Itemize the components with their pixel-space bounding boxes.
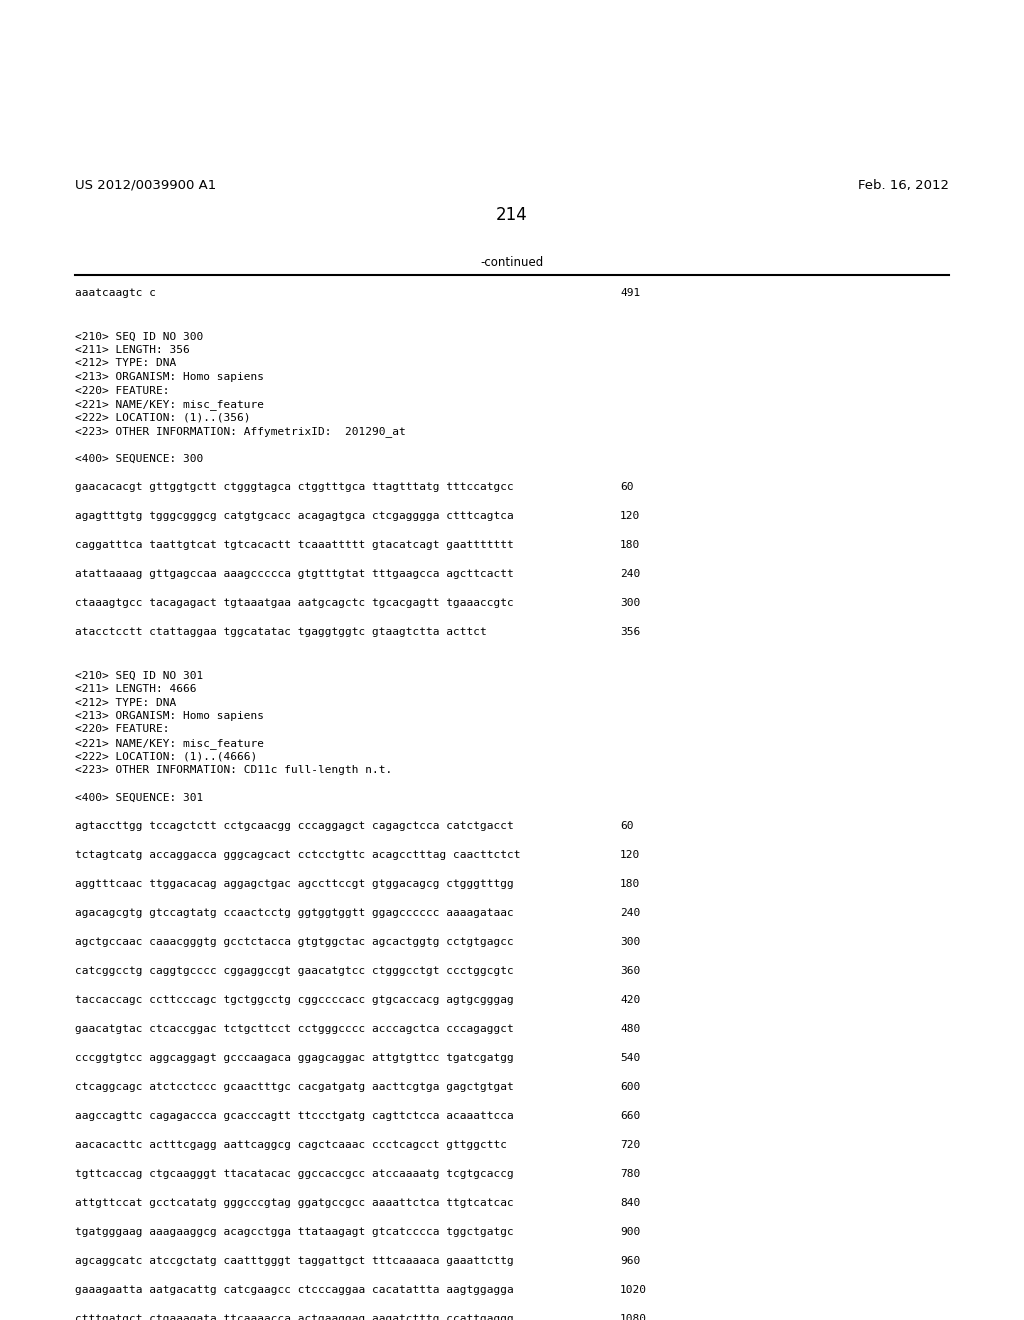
Text: 120: 120 <box>620 850 640 861</box>
Text: 180: 180 <box>620 540 640 550</box>
Text: 300: 300 <box>620 937 640 946</box>
Text: <210> SEQ ID NO 301: <210> SEQ ID NO 301 <box>75 671 203 681</box>
Text: 660: 660 <box>620 1111 640 1121</box>
Text: ctaaagtgcc tacagagact tgtaaatgaa aatgcagctc tgcacgagtt tgaaaccgtc: ctaaagtgcc tacagagact tgtaaatgaa aatgcag… <box>75 598 514 609</box>
Text: 900: 900 <box>620 1228 640 1237</box>
Text: catcggcctg caggtgcccc cggaggccgt gaacatgtcc ctgggcctgt ccctggcgtc: catcggcctg caggtgcccc cggaggccgt gaacatg… <box>75 966 514 975</box>
Text: <400> SEQUENCE: 300: <400> SEQUENCE: 300 <box>75 454 203 465</box>
Text: <212> TYPE: DNA: <212> TYPE: DNA <box>75 697 176 708</box>
Text: -continued: -continued <box>480 256 544 269</box>
Text: <222> LOCATION: (1)..(356): <222> LOCATION: (1)..(356) <box>75 412 251 422</box>
Text: 420: 420 <box>620 995 640 1005</box>
Text: aggtttcaac ttggacacag aggagctgac agccttccgt gtggacagcg ctgggtttgg: aggtttcaac ttggacacag aggagctgac agccttc… <box>75 879 514 888</box>
Text: agtaccttgg tccagctctt cctgcaacgg cccaggagct cagagctcca catctgacct: agtaccttgg tccagctctt cctgcaacgg cccagga… <box>75 821 514 832</box>
Text: 240: 240 <box>620 908 640 917</box>
Text: 300: 300 <box>620 598 640 609</box>
Text: <223> OTHER INFORMATION: CD11c full-length n.t.: <223> OTHER INFORMATION: CD11c full-leng… <box>75 766 392 775</box>
Text: caggatttca taattgtcat tgtcacactt tcaaattttt gtacatcagt gaattttttt: caggatttca taattgtcat tgtcacactt tcaaatt… <box>75 540 514 550</box>
Text: 360: 360 <box>620 966 640 975</box>
Text: 491: 491 <box>620 288 640 298</box>
Text: 720: 720 <box>620 1140 640 1150</box>
Text: 1020: 1020 <box>620 1284 647 1295</box>
Text: tgttcaccag ctgcaagggt ttacatacac ggccaccgcc atccaaaatg tcgtgcaccg: tgttcaccag ctgcaagggt ttacatacac ggccacc… <box>75 1170 514 1179</box>
Text: gaaagaatta aatgacattg catcgaagcc ctcccaggaa cacatattta aagtggagga: gaaagaatta aatgacattg catcgaagcc ctcccag… <box>75 1284 514 1295</box>
Text: <213> ORGANISM: Homo sapiens: <213> ORGANISM: Homo sapiens <box>75 711 264 721</box>
Text: tgatgggaag aaagaaggcg acagcctgga ttataagagt gtcatcccca tggctgatgc: tgatgggaag aaagaaggcg acagcctgga ttataag… <box>75 1228 514 1237</box>
Text: 180: 180 <box>620 879 640 888</box>
Text: 960: 960 <box>620 1257 640 1266</box>
Text: US 2012/0039900 A1: US 2012/0039900 A1 <box>75 178 216 191</box>
Text: 60: 60 <box>620 821 634 832</box>
Text: <220> FEATURE:: <220> FEATURE: <box>75 385 170 396</box>
Text: 240: 240 <box>620 569 640 579</box>
Text: <223> OTHER INFORMATION: AffymetrixID:  201290_at: <223> OTHER INFORMATION: AffymetrixID: 2… <box>75 426 406 437</box>
Text: 60: 60 <box>620 482 634 492</box>
Text: aaatcaagtc c: aaatcaagtc c <box>75 288 156 298</box>
Text: ctcaggcagc atctcctccc gcaactttgc cacgatgatg aacttcgtga gagctgtgat: ctcaggcagc atctcctccc gcaactttgc cacgatg… <box>75 1082 514 1092</box>
Text: 356: 356 <box>620 627 640 638</box>
Text: taccaccagc ccttcccagc tgctggcctg cggccccacc gtgcaccacg agtgcgggag: taccaccagc ccttcccagc tgctggcctg cggcccc… <box>75 995 514 1005</box>
Text: agacagcgtg gtccagtatg ccaactcctg ggtggtggtt ggagcccccc aaaagataac: agacagcgtg gtccagtatg ccaactcctg ggtggtg… <box>75 908 514 917</box>
Text: <210> SEQ ID NO 300: <210> SEQ ID NO 300 <box>75 331 203 342</box>
Text: <212> TYPE: DNA: <212> TYPE: DNA <box>75 359 176 368</box>
Text: cccggtgtcc aggcaggagt gcccaagaca ggagcaggac attgtgttcc tgatcgatgg: cccggtgtcc aggcaggagt gcccaagaca ggagcag… <box>75 1053 514 1063</box>
Text: 780: 780 <box>620 1170 640 1179</box>
Text: <221> NAME/KEY: misc_feature: <221> NAME/KEY: misc_feature <box>75 399 264 411</box>
Text: 214: 214 <box>496 206 528 224</box>
Text: <213> ORGANISM: Homo sapiens: <213> ORGANISM: Homo sapiens <box>75 372 264 381</box>
Text: <220> FEATURE:: <220> FEATURE: <box>75 725 170 734</box>
Text: gaacacacgt gttggtgctt ctgggtagca ctggtttgca ttagtttatg tttccatgcc: gaacacacgt gttggtgctt ctgggtagca ctggttt… <box>75 482 514 492</box>
Text: agctgccaac caaacgggtg gcctctacca gtgtggctac agcactggtg cctgtgagcc: agctgccaac caaacgggtg gcctctacca gtgtggc… <box>75 937 514 946</box>
Text: <222> LOCATION: (1)..(4666): <222> LOCATION: (1)..(4666) <box>75 751 257 762</box>
Text: agcaggcatc atccgctatg caatttgggt taggattgct tttcaaaaca gaaattcttg: agcaggcatc atccgctatg caatttgggt taggatt… <box>75 1257 514 1266</box>
Text: agagtttgtg tgggcgggcg catgtgcacc acagagtgca ctcgagggga ctttcagtca: agagtttgtg tgggcgggcg catgtgcacc acagagt… <box>75 511 514 521</box>
Text: ctttgatgct ctgaaagata ttcaaaacca actgaaggag aagatctttg ccattgaggg: ctttgatgct ctgaaagata ttcaaaacca actgaag… <box>75 1313 514 1320</box>
Text: 540: 540 <box>620 1053 640 1063</box>
Text: atacctcctt ctattaggaa tggcatatac tgaggtggtc gtaagtctta acttct: atacctcctt ctattaggaa tggcatatac tgaggtg… <box>75 627 486 638</box>
Text: 480: 480 <box>620 1024 640 1034</box>
Text: <221> NAME/KEY: misc_feature: <221> NAME/KEY: misc_feature <box>75 738 264 748</box>
Text: aagccagttc cagagaccca gcacccagtt ttccctgatg cagttctcca acaaattcca: aagccagttc cagagaccca gcacccagtt ttccctg… <box>75 1111 514 1121</box>
Text: atattaaaag gttgagccaa aaagccccca gtgtttgtat tttgaagcca agcttcactt: atattaaaag gttgagccaa aaagccccca gtgtttg… <box>75 569 514 579</box>
Text: 1080: 1080 <box>620 1313 647 1320</box>
Text: aacacacttc actttcgagg aattcaggcg cagctcaaac ccctcagcct gttggcttc: aacacacttc actttcgagg aattcaggcg cagctca… <box>75 1140 507 1150</box>
Text: 120: 120 <box>620 511 640 521</box>
Text: 600: 600 <box>620 1082 640 1092</box>
Text: tctagtcatg accaggacca gggcagcact cctcctgttc acagcctttag caacttctct: tctagtcatg accaggacca gggcagcact cctcctg… <box>75 850 520 861</box>
Text: Feb. 16, 2012: Feb. 16, 2012 <box>858 178 949 191</box>
Text: <211> LENGTH: 4666: <211> LENGTH: 4666 <box>75 684 197 694</box>
Text: <211> LENGTH: 356: <211> LENGTH: 356 <box>75 345 189 355</box>
Text: <400> SEQUENCE: 301: <400> SEQUENCE: 301 <box>75 793 203 803</box>
Text: gaacatgtac ctcaccggac tctgcttcct cctgggcccc acccagctca cccagaggct: gaacatgtac ctcaccggac tctgcttcct cctgggc… <box>75 1024 514 1034</box>
Text: 840: 840 <box>620 1199 640 1208</box>
Text: attgttccat gcctcatatg gggcccgtag ggatgccgcc aaaattctca ttgtcatcac: attgttccat gcctcatatg gggcccgtag ggatgcc… <box>75 1199 514 1208</box>
